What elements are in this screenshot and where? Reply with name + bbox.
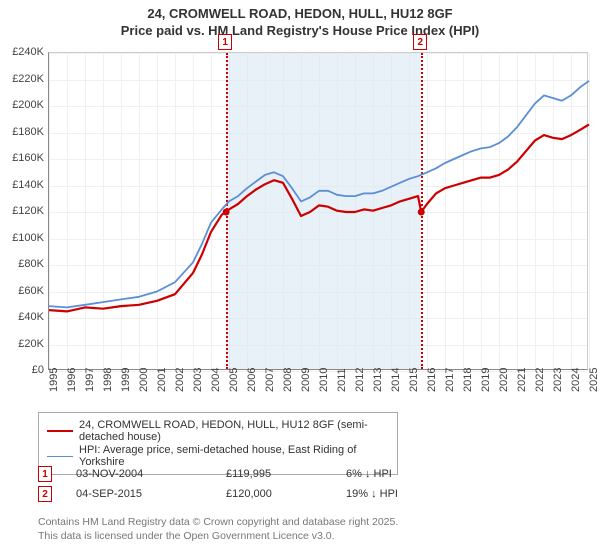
legend-swatch-price-paid bbox=[47, 430, 73, 432]
x-axis-tick-label: 1996 bbox=[66, 368, 78, 392]
x-axis-tick-label: 2019 bbox=[480, 368, 492, 392]
x-axis-tick-label: 2012 bbox=[354, 368, 366, 392]
event-row-2: 2 04-SEP-2015 £120,000 19% ↓ HPI bbox=[38, 486, 568, 502]
y-axis-tick-label: £200K bbox=[0, 99, 44, 111]
x-axis-tick-label: 2025 bbox=[588, 368, 600, 392]
event-flag-2: 2 bbox=[38, 486, 52, 502]
legend-label-price-paid: 24, CROMWELL ROAD, HEDON, HULL, HU12 8GF… bbox=[79, 419, 389, 443]
sale-marker-flag: 2 bbox=[413, 34, 427, 50]
chart-container: 24, CROMWELL ROAD, HEDON, HULL, HU12 8GF… bbox=[0, 0, 600, 560]
x-axis-tick-label: 2023 bbox=[552, 368, 564, 392]
sale-marker-flag: 1 bbox=[218, 34, 232, 50]
y-axis-tick-label: £20K bbox=[0, 338, 44, 350]
event-row-1: 1 03-NOV-2004 £119,995 6% ↓ HPI bbox=[38, 466, 568, 482]
series-line-hpi bbox=[49, 81, 589, 308]
x-axis-tick-label: 2005 bbox=[228, 368, 240, 392]
x-axis-tick-label: 2022 bbox=[534, 368, 546, 392]
x-axis-tick-label: 2003 bbox=[192, 368, 204, 392]
y-axis-tick-label: £100K bbox=[0, 232, 44, 244]
sale-point bbox=[223, 209, 230, 216]
y-axis-tick-label: £0 bbox=[0, 364, 44, 376]
x-axis-tick-label: 2016 bbox=[426, 368, 438, 392]
x-axis-tick-label: 2017 bbox=[444, 368, 456, 392]
title-line2: Price paid vs. HM Land Registry's House … bbox=[0, 23, 600, 40]
plot-region bbox=[48, 52, 588, 370]
x-axis-tick-label: 2006 bbox=[246, 368, 258, 392]
event-pct-1: 6% ↓ HPI bbox=[346, 468, 476, 480]
x-axis-tick-label: 2011 bbox=[336, 368, 348, 392]
event-price-1: £119,995 bbox=[226, 468, 346, 480]
x-axis-tick-label: 2021 bbox=[516, 368, 528, 392]
y-axis-tick-label: £140K bbox=[0, 179, 44, 191]
x-axis-tick-label: 2009 bbox=[300, 368, 312, 392]
event-price-2: £120,000 bbox=[226, 488, 346, 500]
x-axis-tick-label: 2004 bbox=[210, 368, 222, 392]
y-axis-tick-label: £160K bbox=[0, 152, 44, 164]
event-date-1: 03-NOV-2004 bbox=[76, 468, 226, 480]
footnote: Contains HM Land Registry data © Crown c… bbox=[38, 516, 578, 543]
y-axis-tick-label: £180K bbox=[0, 126, 44, 138]
x-axis-tick-label: 1999 bbox=[120, 368, 132, 392]
title-line1: 24, CROMWELL ROAD, HEDON, HULL, HU12 8GF bbox=[0, 6, 600, 23]
legend-row-price-paid: 24, CROMWELL ROAD, HEDON, HULL, HU12 8GF… bbox=[47, 419, 389, 443]
x-axis-tick-label: 2018 bbox=[462, 368, 474, 392]
event-table: 1 03-NOV-2004 £119,995 6% ↓ HPI 2 04-SEP… bbox=[38, 462, 568, 506]
x-axis-tick-label: 2024 bbox=[570, 368, 582, 392]
event-flag-1: 1 bbox=[38, 466, 52, 482]
event-date-2: 04-SEP-2015 bbox=[76, 488, 226, 500]
x-axis-tick-label: 1995 bbox=[48, 368, 60, 392]
event-pct-2: 19% ↓ HPI bbox=[346, 488, 476, 500]
x-axis-tick-label: 2002 bbox=[174, 368, 186, 392]
legend-swatch-hpi bbox=[47, 456, 73, 457]
series-line-price_paid bbox=[49, 125, 589, 312]
footnote-line2: This data is licensed under the Open Gov… bbox=[38, 530, 578, 544]
x-axis-tick-label: 1997 bbox=[84, 368, 96, 392]
x-axis-tick-label: 2001 bbox=[156, 368, 168, 392]
footnote-line1: Contains HM Land Registry data © Crown c… bbox=[38, 516, 578, 530]
x-axis-tick-label: 2008 bbox=[282, 368, 294, 392]
x-axis-tick-label: 2015 bbox=[408, 368, 420, 392]
y-axis-tick-label: £120K bbox=[0, 205, 44, 217]
y-axis-tick-label: £240K bbox=[0, 46, 44, 58]
chart-area: £0£20K£40K£60K£80K£100K£120K£140K£160K£1… bbox=[48, 52, 588, 370]
y-axis-tick-label: £220K bbox=[0, 73, 44, 85]
y-axis-tick-label: £60K bbox=[0, 285, 44, 297]
x-axis-tick-label: 2000 bbox=[138, 368, 150, 392]
sale-point bbox=[418, 209, 425, 216]
x-axis-tick-label: 2014 bbox=[390, 368, 402, 392]
y-axis-tick-label: £40K bbox=[0, 311, 44, 323]
x-axis-tick-label: 2013 bbox=[372, 368, 384, 392]
title-block: 24, CROMWELL ROAD, HEDON, HULL, HU12 8GF… bbox=[0, 0, 600, 40]
x-axis-tick-label: 2010 bbox=[318, 368, 330, 392]
x-axis-tick-label: 2007 bbox=[264, 368, 276, 392]
line-chart-svg bbox=[49, 53, 589, 371]
y-axis-tick-label: £80K bbox=[0, 258, 44, 270]
x-axis-tick-label: 1998 bbox=[102, 368, 114, 392]
x-axis-tick-label: 2020 bbox=[498, 368, 510, 392]
